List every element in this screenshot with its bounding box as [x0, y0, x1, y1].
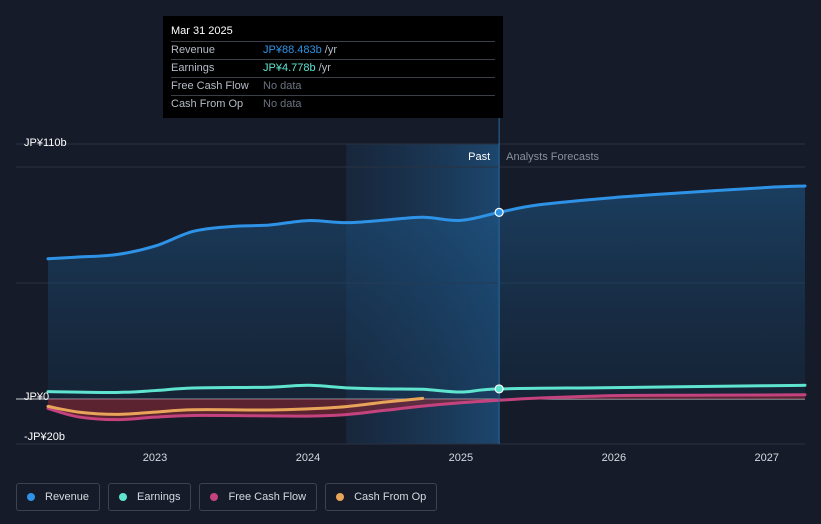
- earnings-marker: [494, 384, 504, 394]
- legend-label: Revenue: [45, 491, 90, 503]
- revenue-area: [48, 185, 805, 399]
- free-cash-flow-area: [48, 394, 805, 420]
- y-tick-label: -JP¥20b: [24, 431, 65, 443]
- tooltip-unit: /yr: [324, 44, 338, 56]
- tooltip-label: Cash From Op: [171, 98, 244, 110]
- x-tick-label: 2023: [143, 452, 167, 464]
- y-tick-label: JP¥0: [24, 391, 49, 403]
- tooltip-value: JP¥4.778b: [263, 62, 316, 74]
- x-axis-labels: 2023 2024 2025 2026 2027: [143, 452, 779, 464]
- series-fills: [48, 185, 805, 420]
- tooltip-row-earnings: Earnings JP¥4.778b /yr: [171, 59, 495, 77]
- past-label: Past: [468, 151, 490, 163]
- free-cash-flow-line: [46, 393, 807, 422]
- revenue-line: [46, 184, 807, 261]
- y-tick-label: JP¥110b: [24, 137, 67, 149]
- forecast-label: Analysts Forecasts: [506, 151, 599, 163]
- x-tick-label: 2024: [296, 452, 320, 464]
- cash-from-op-line: [46, 396, 425, 416]
- tooltip: Mar 31 2025 Revenue JP¥88.483b /yr Earni…: [163, 16, 503, 118]
- tooltip-label: Free Cash Flow: [171, 80, 249, 92]
- legend-item-earnings[interactable]: Earnings: [108, 483, 192, 511]
- tooltip-unit: /yr: [318, 62, 331, 74]
- legend: Revenue Earnings Free Cash Flow Cash Fro…: [16, 483, 438, 511]
- tooltip-row-free-cash-flow: Free Cash Flow No data: [171, 77, 495, 95]
- legend-item-free-cash-flow[interactable]: Free Cash Flow: [199, 483, 318, 511]
- series-lines: [46, 184, 807, 422]
- tooltip-value: No data: [263, 98, 302, 110]
- legend-label: Earnings: [137, 491, 181, 503]
- legend-item-revenue[interactable]: Revenue: [16, 483, 101, 511]
- legend-dot-icon: [210, 493, 219, 501]
- x-tick-label: 2026: [602, 452, 626, 464]
- y-axis-labels: JP¥110b JP¥0 -JP¥20b: [24, 137, 67, 443]
- legend-dot-icon: [27, 493, 35, 501]
- revenue-marker: [494, 207, 504, 217]
- x-tick-label: 2025: [449, 452, 473, 464]
- tooltip-value: JP¥88.483b: [263, 44, 322, 56]
- earnings-line: [46, 383, 807, 394]
- tooltip-value: No data: [263, 80, 302, 92]
- highlight-markers: [494, 207, 504, 394]
- tooltip-row-cash-from-op: Cash From Op No data: [171, 95, 495, 113]
- x-tick-label: 2027: [755, 452, 779, 464]
- legend-item-cash-from-op[interactable]: Cash From Op: [325, 483, 438, 511]
- tooltip-label: Earnings: [171, 62, 215, 74]
- legend-label: Free Cash Flow: [228, 491, 307, 503]
- tooltip-label: Revenue: [171, 44, 216, 56]
- tooltip-row-revenue: Revenue JP¥88.483b /yr: [171, 41, 495, 59]
- legend-dot-icon: [336, 493, 345, 501]
- legend-dot-icon: [119, 493, 128, 501]
- legend-label: Cash From Op: [354, 491, 427, 503]
- tooltip-date: Mar 31 2025: [171, 25, 233, 37]
